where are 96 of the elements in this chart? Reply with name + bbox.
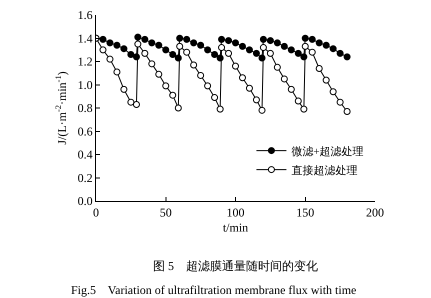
point xyxy=(183,48,190,56)
point xyxy=(300,106,308,113)
point xyxy=(316,39,323,46)
point xyxy=(274,39,281,46)
x-tick-label: 150 xyxy=(296,205,314,220)
point xyxy=(232,39,239,46)
point xyxy=(238,74,246,82)
point xyxy=(246,84,253,92)
point xyxy=(288,46,295,54)
point xyxy=(308,36,316,43)
point xyxy=(113,68,120,76)
y-tick-label: 1.4 xyxy=(78,31,93,46)
point xyxy=(183,36,190,43)
point xyxy=(204,46,212,54)
point xyxy=(274,64,281,71)
point xyxy=(211,94,218,102)
point xyxy=(197,72,204,79)
point xyxy=(238,42,246,50)
x-tick-label: 0 xyxy=(93,205,99,220)
point xyxy=(134,40,142,48)
point xyxy=(252,96,260,104)
point xyxy=(344,108,351,115)
point xyxy=(127,98,134,106)
y-tick-label: 0.0 xyxy=(78,194,93,208)
y-tick-label: 1.6 xyxy=(78,8,93,22)
point xyxy=(330,88,337,96)
point xyxy=(322,42,330,49)
point xyxy=(155,70,162,78)
point xyxy=(197,42,204,49)
x-tick-label: 100 xyxy=(226,205,244,220)
y-tick-label: 1.0 xyxy=(78,78,93,92)
point xyxy=(258,106,266,114)
point xyxy=(344,53,351,60)
point xyxy=(322,76,330,84)
point xyxy=(232,62,239,70)
point xyxy=(288,86,295,93)
point xyxy=(162,82,170,90)
legend-label: 微滤+超滤处理 xyxy=(291,144,364,158)
point xyxy=(316,64,323,72)
point xyxy=(169,92,176,99)
point xyxy=(308,48,316,56)
point xyxy=(169,51,176,58)
point xyxy=(176,42,184,50)
y-tick-label: 0.2 xyxy=(78,170,93,185)
point xyxy=(106,39,114,46)
point xyxy=(141,36,148,43)
point xyxy=(266,50,274,57)
point xyxy=(218,36,226,43)
point xyxy=(260,36,267,43)
point xyxy=(252,50,260,57)
point xyxy=(120,45,128,52)
point xyxy=(294,98,302,105)
y-tick-label: 0.6 xyxy=(78,124,93,138)
x-tick-label: 50 xyxy=(160,205,172,220)
point xyxy=(211,51,218,58)
point xyxy=(302,34,309,42)
point xyxy=(302,42,309,50)
point xyxy=(204,82,212,90)
x-axis-title: t/min xyxy=(222,220,248,234)
y-tick-label: 0.8 xyxy=(78,101,93,116)
point xyxy=(99,46,106,54)
point xyxy=(113,42,120,49)
point xyxy=(127,51,134,58)
point xyxy=(162,46,170,54)
point xyxy=(280,75,288,82)
point xyxy=(148,39,156,46)
point xyxy=(330,45,337,52)
x-tick-label: 200 xyxy=(366,205,384,220)
point xyxy=(225,37,232,44)
point xyxy=(266,37,274,44)
point xyxy=(174,104,182,112)
point xyxy=(141,50,148,57)
point xyxy=(106,56,114,63)
point xyxy=(190,61,198,68)
point xyxy=(99,36,106,43)
y-tick-label: 1.2 xyxy=(78,54,93,69)
point xyxy=(216,106,224,113)
point xyxy=(176,34,184,42)
point xyxy=(294,50,302,57)
point xyxy=(336,98,344,106)
point xyxy=(132,101,140,108)
caption: 图 5 超滤膜通量随时间的变化 xyxy=(153,259,318,273)
caption: Fig.5 Variation of ultrafiltration membrane flux with time xyxy=(71,283,356,297)
point xyxy=(148,60,156,68)
point xyxy=(280,42,288,50)
point xyxy=(336,50,344,57)
legend-label: 直接超滤处理 xyxy=(291,164,358,177)
point xyxy=(246,46,253,54)
y-tick-label: 0.4 xyxy=(78,148,93,162)
point xyxy=(225,50,232,57)
point xyxy=(134,34,142,41)
point xyxy=(218,44,226,52)
point xyxy=(155,42,162,49)
point xyxy=(120,86,128,93)
point xyxy=(260,44,267,52)
point xyxy=(190,39,198,46)
